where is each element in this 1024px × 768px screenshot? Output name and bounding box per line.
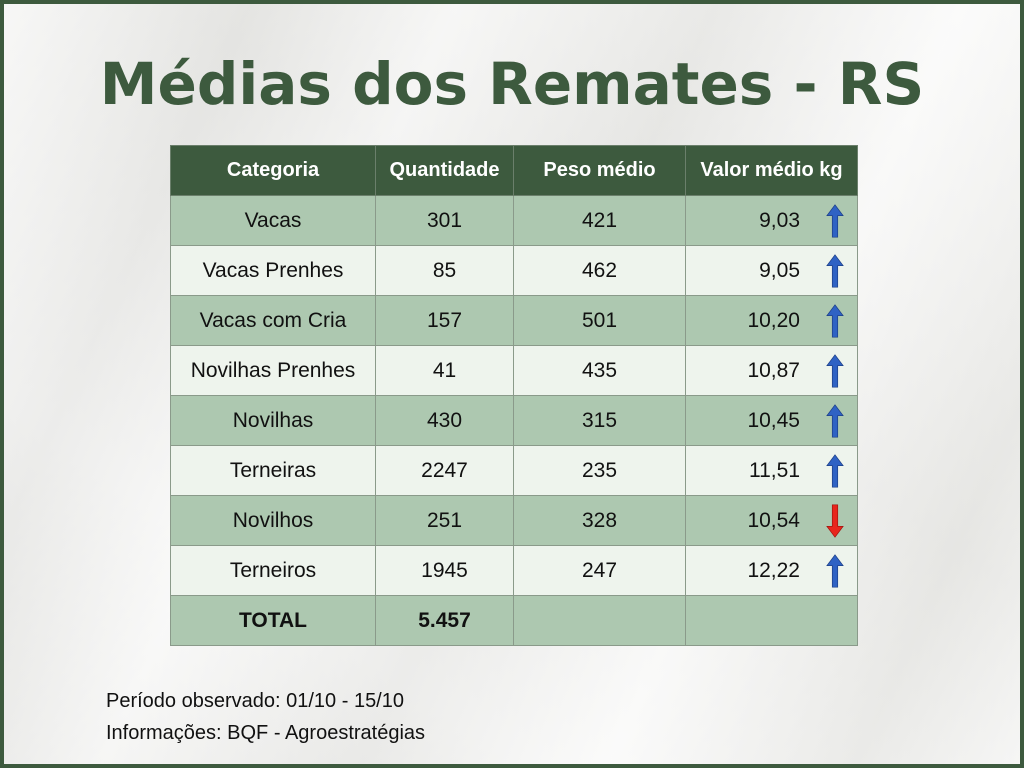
table-row: Novilhas Prenhes 41 435 10,87	[170, 345, 858, 396]
cell-quantidade: 251	[375, 495, 514, 546]
table-row: Terneiras 2247 235 11,51	[170, 445, 858, 496]
total-peso-empty	[513, 595, 686, 646]
cell-valor-medio-kg: 10,45	[685, 395, 858, 446]
cell-categoria: Vacas com Cria	[170, 295, 376, 346]
cell-valor-medio-kg: 9,03	[685, 195, 858, 246]
table-row: Novilhas 430 315 10,45	[170, 395, 858, 446]
table-total-row: TOTAL 5.457	[170, 595, 858, 646]
cell-peso-medio: 462	[513, 245, 686, 296]
cell-categoria: Novilhas	[170, 395, 376, 446]
cell-quantidade: 1945	[375, 545, 514, 596]
cell-valor-medio-kg: 12,22	[685, 545, 858, 596]
valor-number: 9,05	[759, 258, 800, 282]
footer-periodo: Período observado: 01/10 - 15/10	[106, 690, 404, 712]
table-header-row: Categoria Quantidade Peso médio Valor mé…	[170, 145, 858, 196]
table-row: Vacas com Cria 157 501 10,20	[170, 295, 858, 346]
header-categoria: Categoria	[170, 145, 376, 196]
cell-valor-medio-kg: 10,87	[685, 345, 858, 396]
cell-valor-medio-kg: 10,20	[685, 295, 858, 346]
cell-quantidade: 85	[375, 245, 514, 296]
cell-valor-medio-kg: 9,05	[685, 245, 858, 296]
cell-peso-medio: 315	[513, 395, 686, 446]
cell-categoria: Novilhos	[170, 495, 376, 546]
table-row: Vacas 301 421 9,03	[170, 195, 858, 246]
valor-number: 11,51	[749, 458, 800, 482]
footer-informacoes: Informações: BQF - Agroestratégias	[106, 722, 426, 744]
cell-quantidade: 430	[375, 395, 514, 446]
arrow-up-icon	[826, 553, 844, 588]
table-row: Novilhos 251 328 10,54	[170, 495, 858, 546]
arrow-up-icon	[826, 453, 844, 488]
cell-peso-medio: 501	[513, 295, 686, 346]
table-row: Terneiros 1945 247 12,22	[170, 545, 858, 596]
cell-quantidade: 2247	[375, 445, 514, 496]
arrow-up-icon	[826, 353, 844, 388]
header-peso-medio: Peso médio	[513, 145, 686, 196]
valor-number: 9,03	[759, 208, 800, 232]
cell-categoria: Novilhas Prenhes	[170, 345, 376, 396]
cell-peso-medio: 247	[513, 545, 686, 596]
cell-categoria: Vacas	[170, 195, 376, 246]
page-title: Médias dos Remates - RS	[99, 50, 925, 118]
cell-peso-medio: 435	[513, 345, 686, 396]
cell-quantidade: 157	[375, 295, 514, 346]
cell-quantidade: 41	[375, 345, 514, 396]
cell-categoria: Terneiros	[170, 545, 376, 596]
table-row: Vacas Prenhes 85 462 9,05	[170, 245, 858, 296]
header-quantidade: Quantidade	[375, 145, 514, 196]
remates-table: Categoria Quantidade Peso médio Valor mé…	[170, 145, 858, 646]
total-quantidade: 5.457	[375, 595, 514, 646]
valor-number: 12,22	[747, 558, 800, 582]
cell-peso-medio: 328	[513, 495, 686, 546]
arrow-up-icon	[826, 253, 844, 288]
cell-categoria: Vacas Prenhes	[170, 245, 376, 296]
arrow-up-icon	[826, 303, 844, 338]
cell-peso-medio: 235	[513, 445, 686, 496]
cell-valor-medio-kg: 10,54	[685, 495, 858, 546]
cell-valor-medio-kg: 11,51	[685, 445, 858, 496]
total-label: TOTAL	[170, 595, 376, 646]
valor-number: 10,87	[747, 358, 800, 382]
total-valor-empty	[685, 595, 858, 646]
cell-peso-medio: 421	[513, 195, 686, 246]
cell-categoria: Terneiras	[170, 445, 376, 496]
cell-quantidade: 301	[375, 195, 514, 246]
arrow-up-icon	[826, 403, 844, 438]
valor-number: 10,54	[747, 508, 800, 532]
header-valor-medio-kg: Valor médio kg	[685, 145, 858, 196]
arrow-up-icon	[826, 203, 844, 238]
valor-number: 10,45	[747, 408, 800, 432]
valor-number: 10,20	[747, 308, 800, 332]
arrow-down-icon	[826, 503, 844, 538]
